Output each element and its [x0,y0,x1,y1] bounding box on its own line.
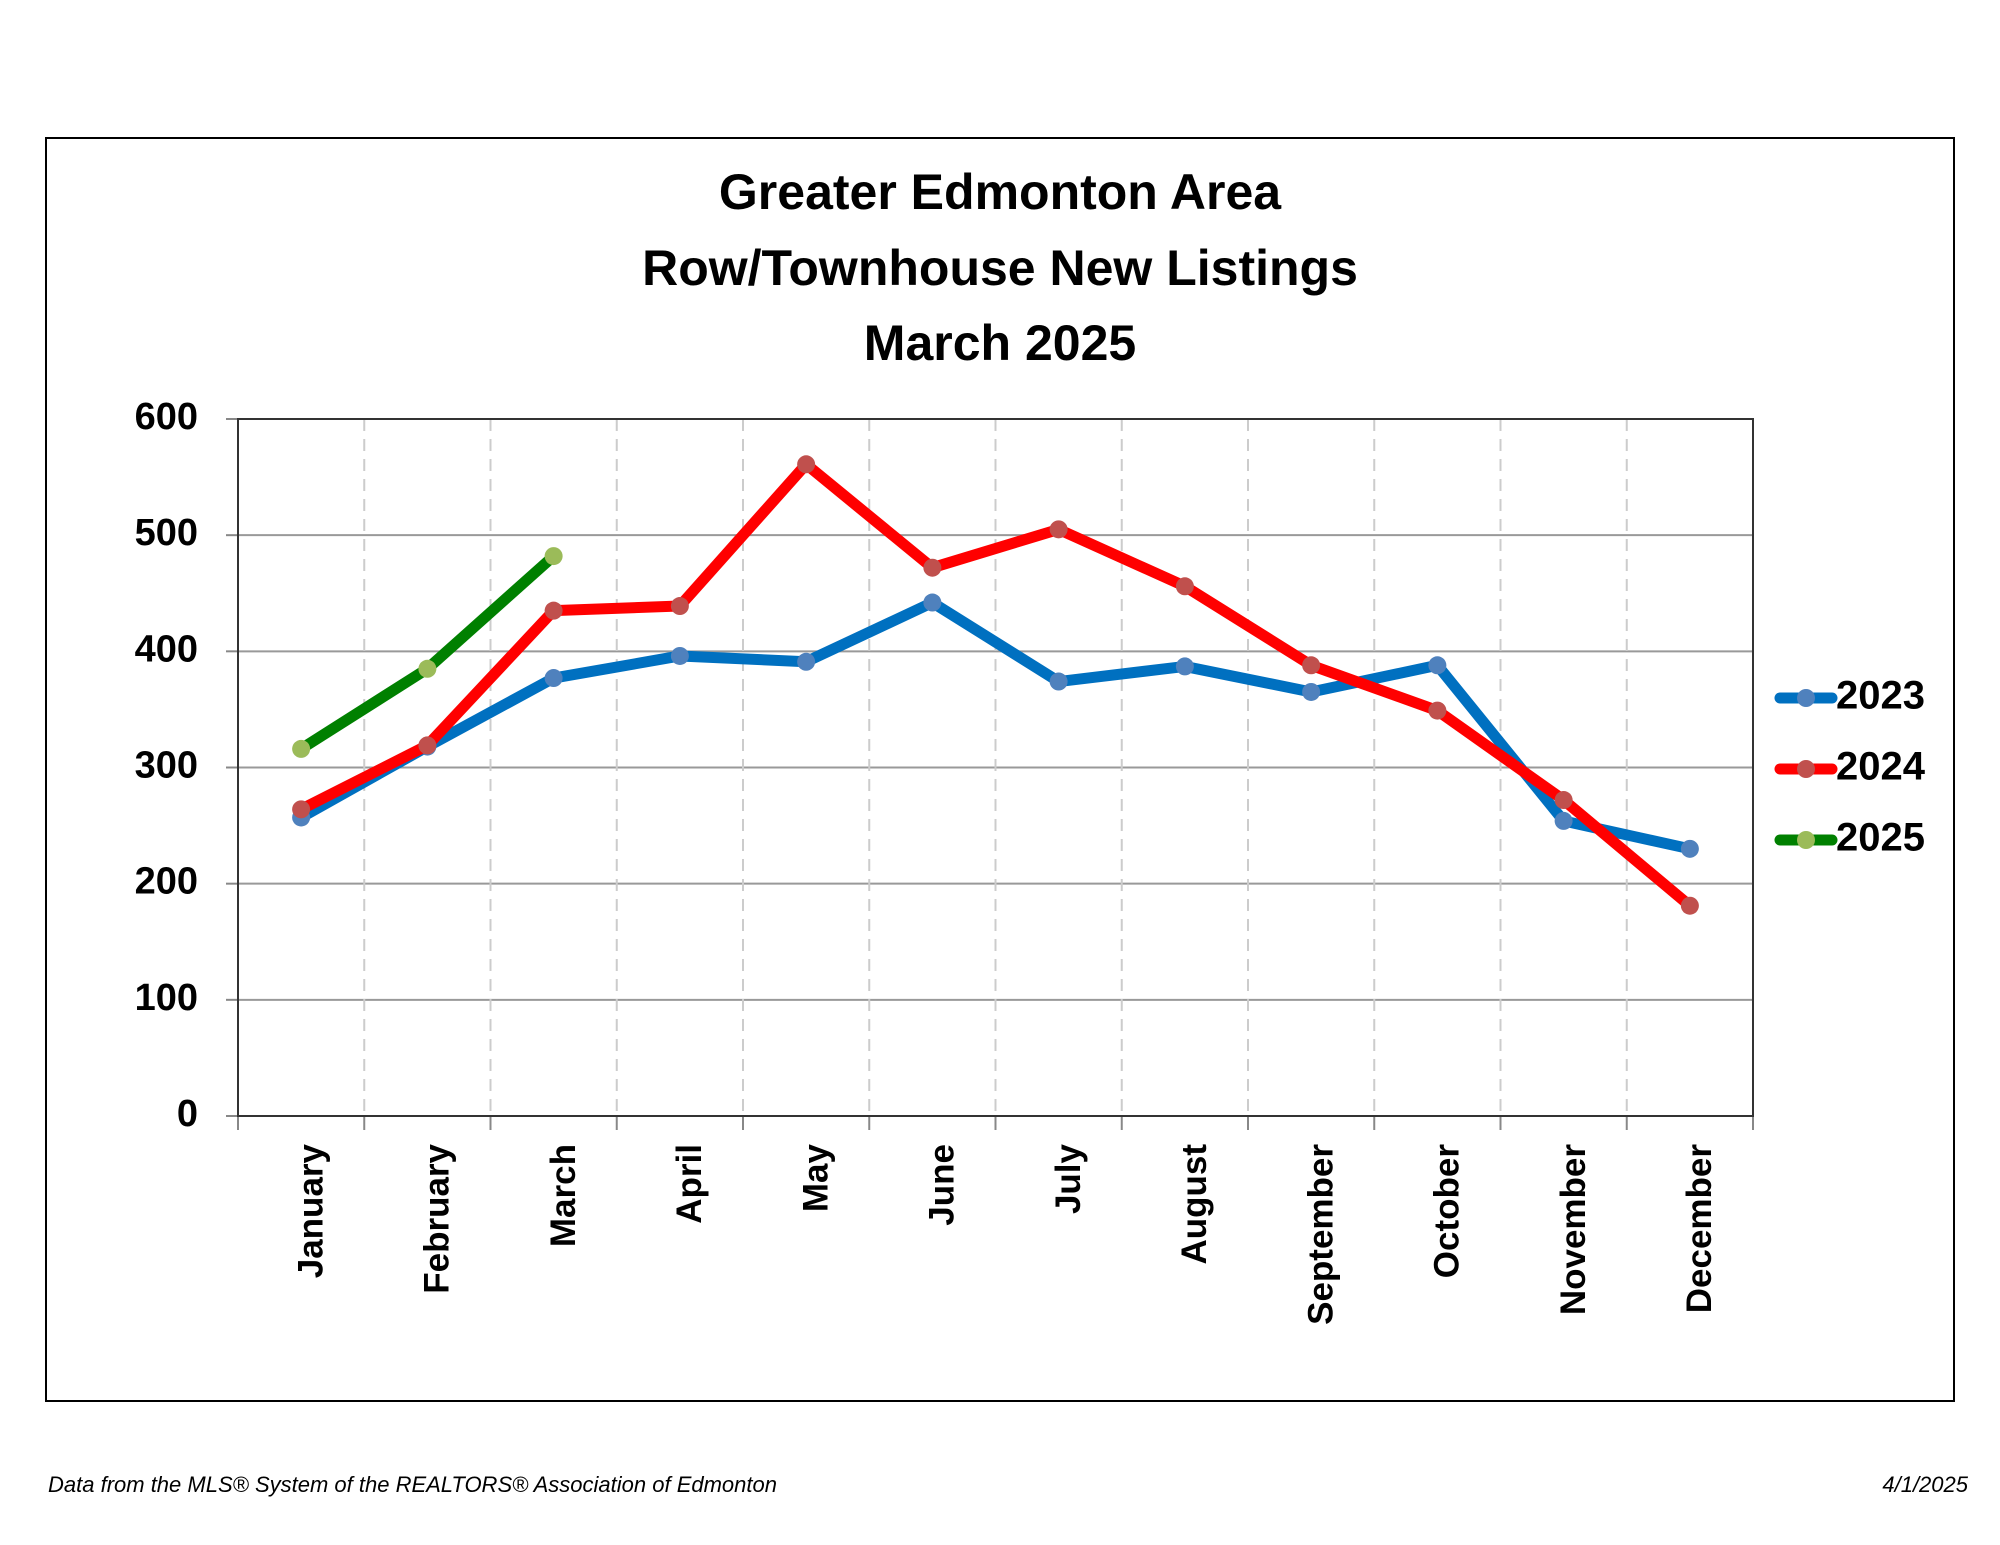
data-point [292,800,311,819]
date-note: 4/1/2025 [1882,1472,1968,1497]
plot-area [237,418,1754,1117]
x-tick-label: June [923,1144,962,1226]
data-point [1680,896,1699,915]
x-tick-label: January [291,1143,330,1278]
legend-label: 2025 [1836,816,1925,860]
data-point [1554,791,1573,810]
chart-title: March 2025 [864,315,1136,371]
y-tick-label: 400 [135,628,198,670]
chart-title: Row/Townhouse New Listings [642,240,1358,296]
data-point [1302,656,1321,675]
data-point [1680,839,1699,858]
legend-marker [1797,760,1815,778]
y-tick-label: 200 [135,861,198,903]
data-point [1428,701,1447,720]
y-tick-label: 100 [135,977,198,1019]
x-tick-label: September [1301,1144,1340,1325]
data-point [418,736,437,755]
x-tick-label: May [796,1143,835,1212]
legend-marker [1797,831,1815,849]
data-point [544,601,563,620]
data-point [544,547,563,566]
y-tick-label: 500 [135,512,198,554]
y-tick-label: 300 [135,745,198,787]
y-tick-label: 0 [177,1093,198,1135]
legend-marker [1797,689,1815,707]
chart-title: Greater Edmonton Area [719,164,1282,220]
series-line [295,597,1696,855]
data-point [1302,682,1321,701]
x-tick-label: December [1680,1144,1719,1314]
data-point [1428,656,1447,675]
data-point [544,669,563,688]
data-point [797,455,816,474]
x-tick-label: July [1049,1143,1088,1214]
data-point [292,739,311,758]
data-point [1175,577,1194,596]
source-note: Data from the MLS® System of the REALTOR… [48,1472,777,1497]
data-point [1175,657,1194,676]
data-point [418,659,437,678]
data-point [670,597,689,616]
x-tick-label: March [544,1144,583,1247]
legend-label: 2024 [1836,745,1926,789]
series-line [295,458,1696,912]
data-point [797,652,816,671]
data-point [1554,811,1573,830]
legend-label: 2023 [1836,674,1925,718]
data-point [923,558,942,577]
x-tick-label: August [1175,1144,1214,1265]
x-tick-label: April [670,1144,709,1224]
data-point [670,646,689,665]
x-tick-label: November [1554,1144,1593,1316]
data-point [1049,520,1068,539]
x-tick-label: February [418,1143,457,1293]
data-point [923,593,942,612]
data-point [1049,672,1068,691]
y-tick-label: 600 [135,396,198,438]
x-tick-label: October [1428,1144,1467,1279]
